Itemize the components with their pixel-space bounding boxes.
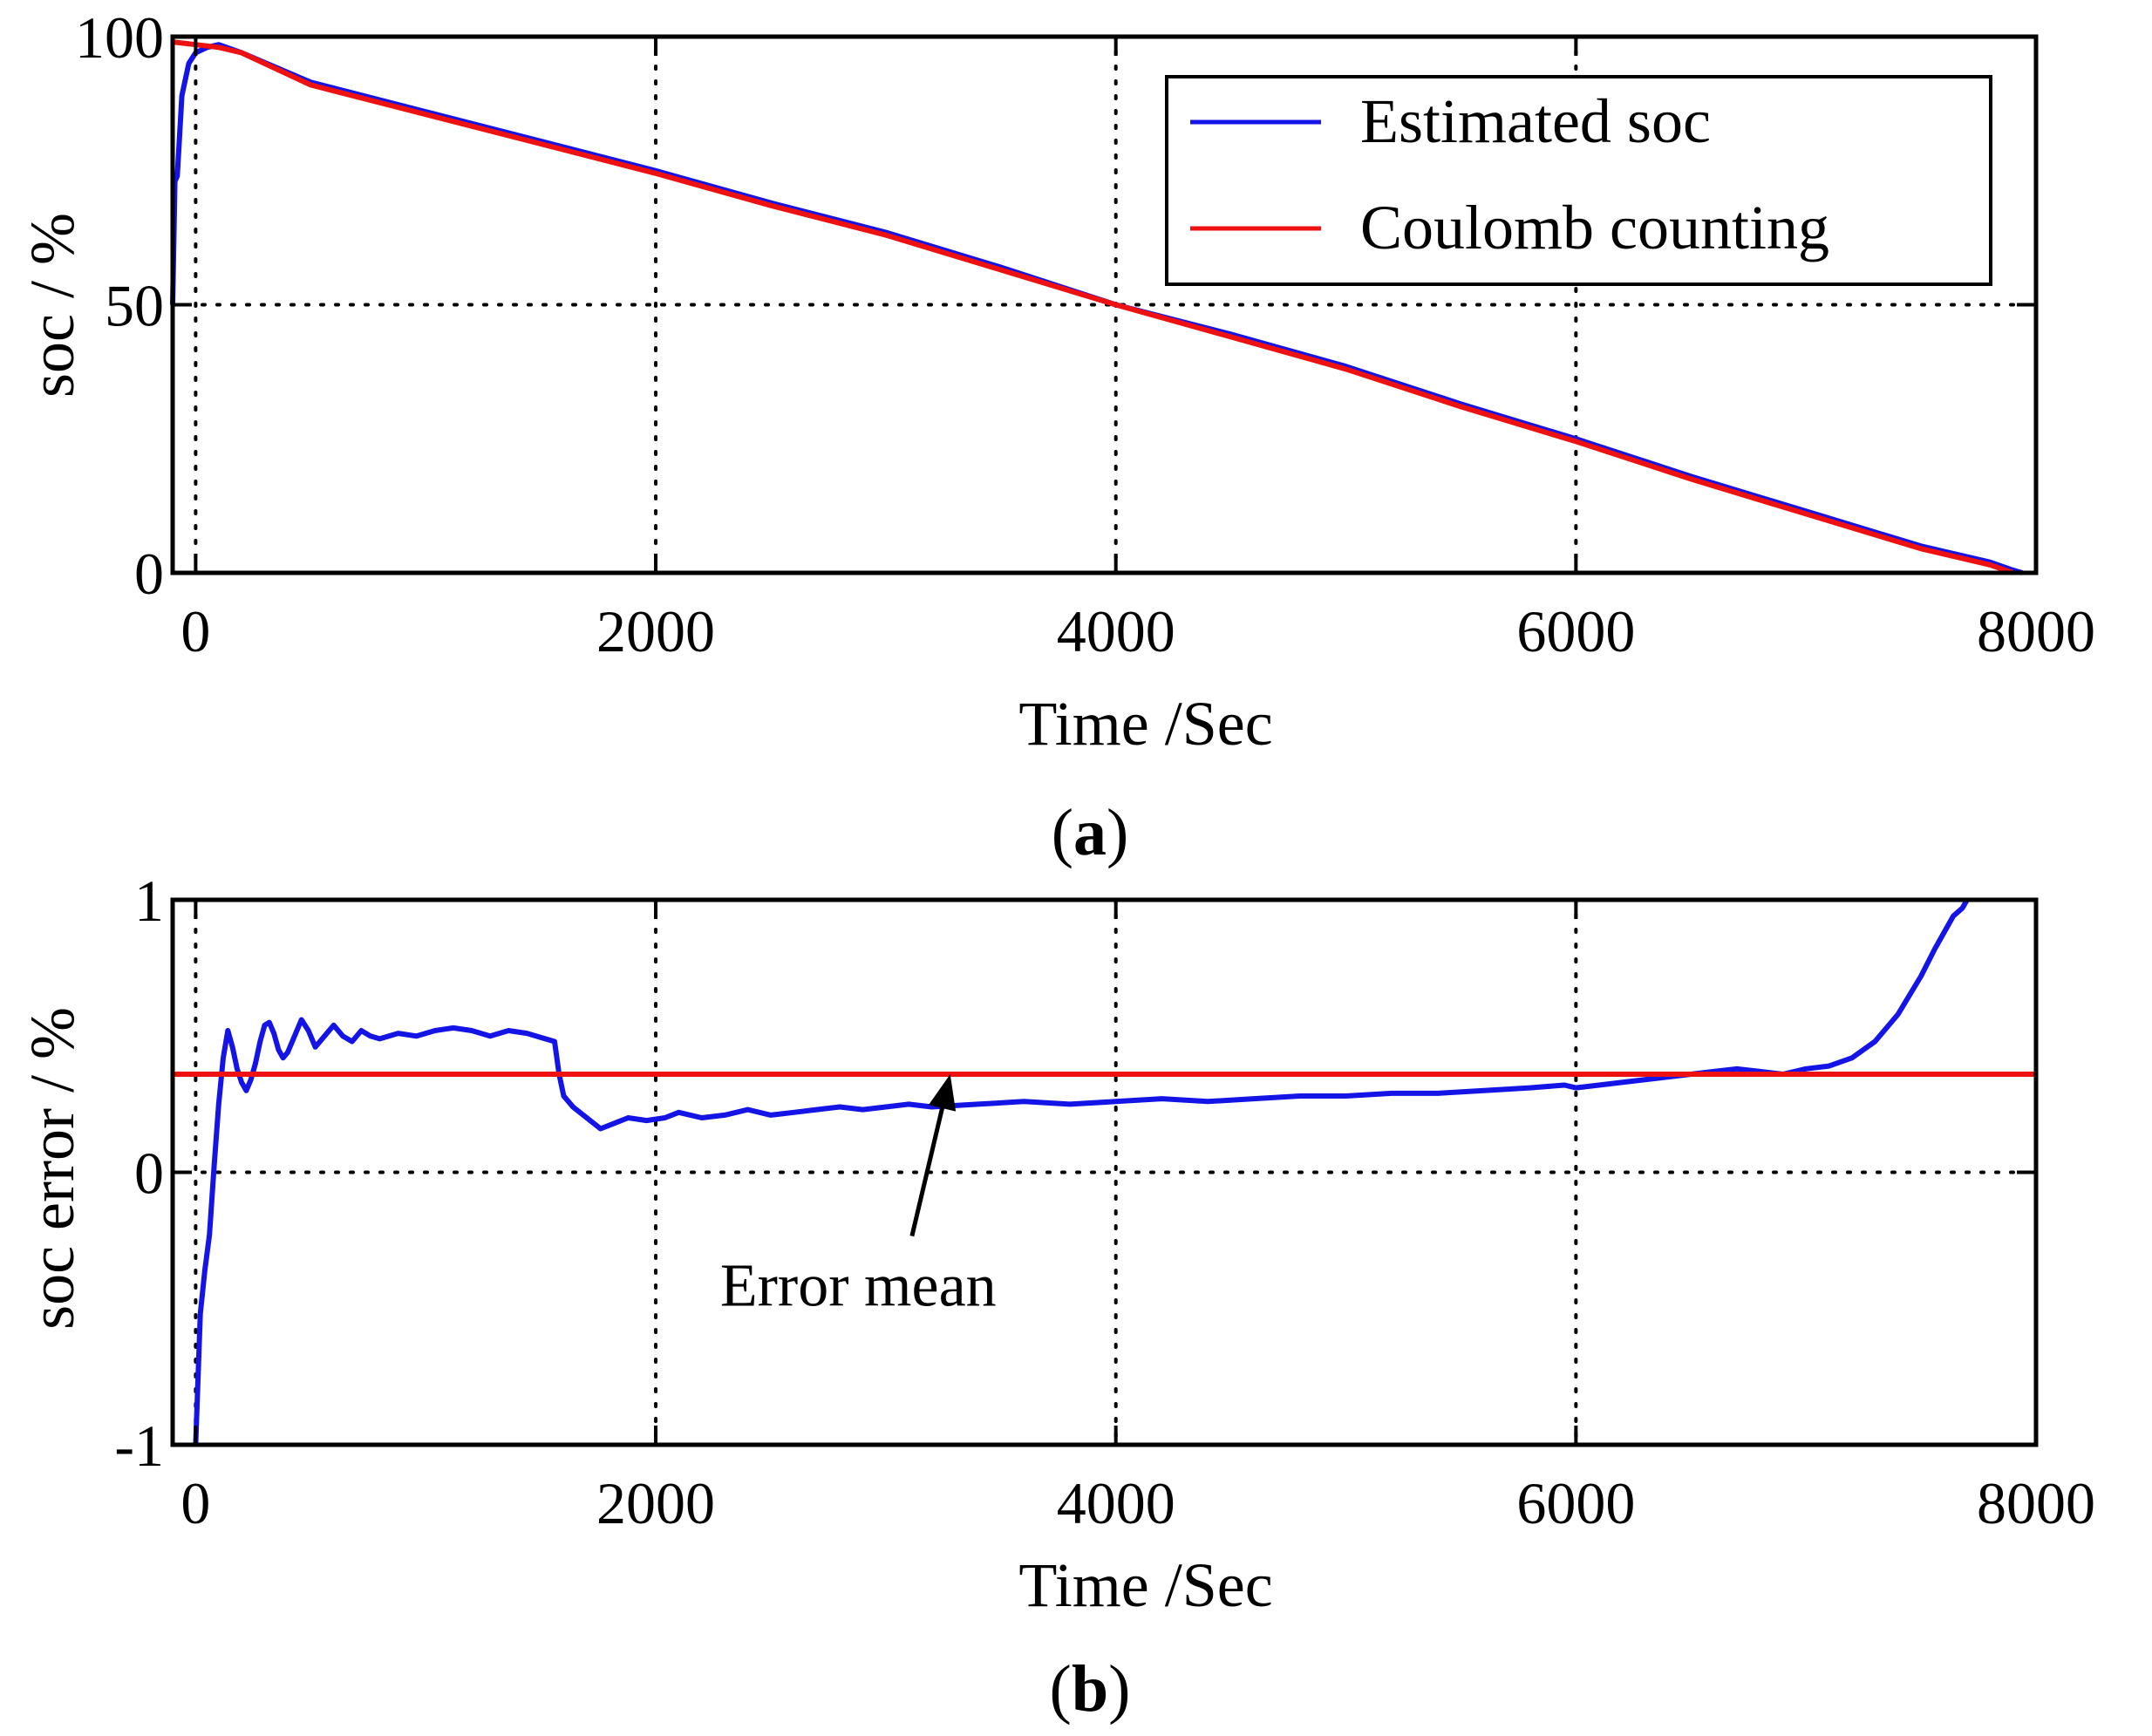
annotation-arrowhead bbox=[928, 1074, 957, 1112]
chart-b-grid bbox=[171, 898, 2038, 1447]
annotation-error-mean: Error mean bbox=[720, 1074, 997, 1320]
y-tick-label: 0 bbox=[134, 541, 164, 607]
chart-b-xlabel: Time /Sec bbox=[1018, 1550, 1272, 1620]
legend-box bbox=[1165, 75, 1992, 286]
x-tick-label: 6000 bbox=[1516, 1470, 1635, 1536]
panel-label-b: (b) bbox=[1050, 1652, 1131, 1726]
y-tick-label: -1 bbox=[114, 1413, 164, 1479]
chart-a-ylabel: soc / % bbox=[17, 213, 87, 398]
svg-text:(b): (b) bbox=[1050, 1652, 1131, 1726]
annotation-arrow bbox=[909, 1107, 944, 1237]
chart-a: 0 2000 4000 6000 8000 0 50 100 Estimated soc Co… bbox=[17, 4, 2095, 869]
x-tick-label: 4000 bbox=[1057, 1470, 1175, 1536]
chart-a-ticks: 0 2000 4000 6000 8000 0 50 100 bbox=[75, 4, 2095, 664]
legend-label-coulomb: Coulomb counting bbox=[1360, 193, 1829, 262]
y-tick-label: 50 bbox=[105, 273, 164, 339]
x-tick-label: 2000 bbox=[596, 598, 715, 664]
x-tick-label: 6000 bbox=[1516, 598, 1635, 664]
x-tick-label: 2000 bbox=[596, 1470, 715, 1536]
chart-b: 0 2000 4000 6000 8000-101 Error mean Time /S… bbox=[17, 868, 2095, 1726]
legend-label-estimated: Estimated soc bbox=[1360, 86, 1711, 156]
chart-b-series bbox=[173, 898, 2036, 1446]
x-tick-label: 0 bbox=[180, 1470, 210, 1536]
chart-b-frame bbox=[170, 897, 2039, 1447]
chart-b-ticks: 0 2000 4000 6000 8000-101 bbox=[114, 868, 2095, 1536]
x-tick-label: 0 bbox=[180, 598, 210, 664]
chart-a-xlabel: Time /Sec bbox=[1018, 689, 1272, 759]
panel-label-a: (a) bbox=[1052, 796, 1129, 869]
y-tick-label: 0 bbox=[134, 1140, 164, 1207]
x-tick-label: 8000 bbox=[1977, 1470, 2095, 1536]
x-tick-label: 4000 bbox=[1057, 598, 1175, 664]
svg-text:(a): (a) bbox=[1052, 796, 1129, 869]
annotation-text: Error mean bbox=[720, 1253, 997, 1320]
chart-a-legend: Estimated soc Coulomb counting bbox=[1165, 75, 1992, 286]
chart-b-ylabel: soc error / % bbox=[17, 1007, 87, 1330]
series-line-soc-error bbox=[193, 898, 1970, 1446]
series-line-coulomb-counting bbox=[172, 39, 2014, 575]
y-tick-label: 1 bbox=[134, 868, 164, 934]
y-tick-label: 100 bbox=[75, 4, 164, 71]
x-tick-label: 8000 bbox=[1977, 598, 2095, 664]
chart-a-series bbox=[170, 39, 2024, 575]
